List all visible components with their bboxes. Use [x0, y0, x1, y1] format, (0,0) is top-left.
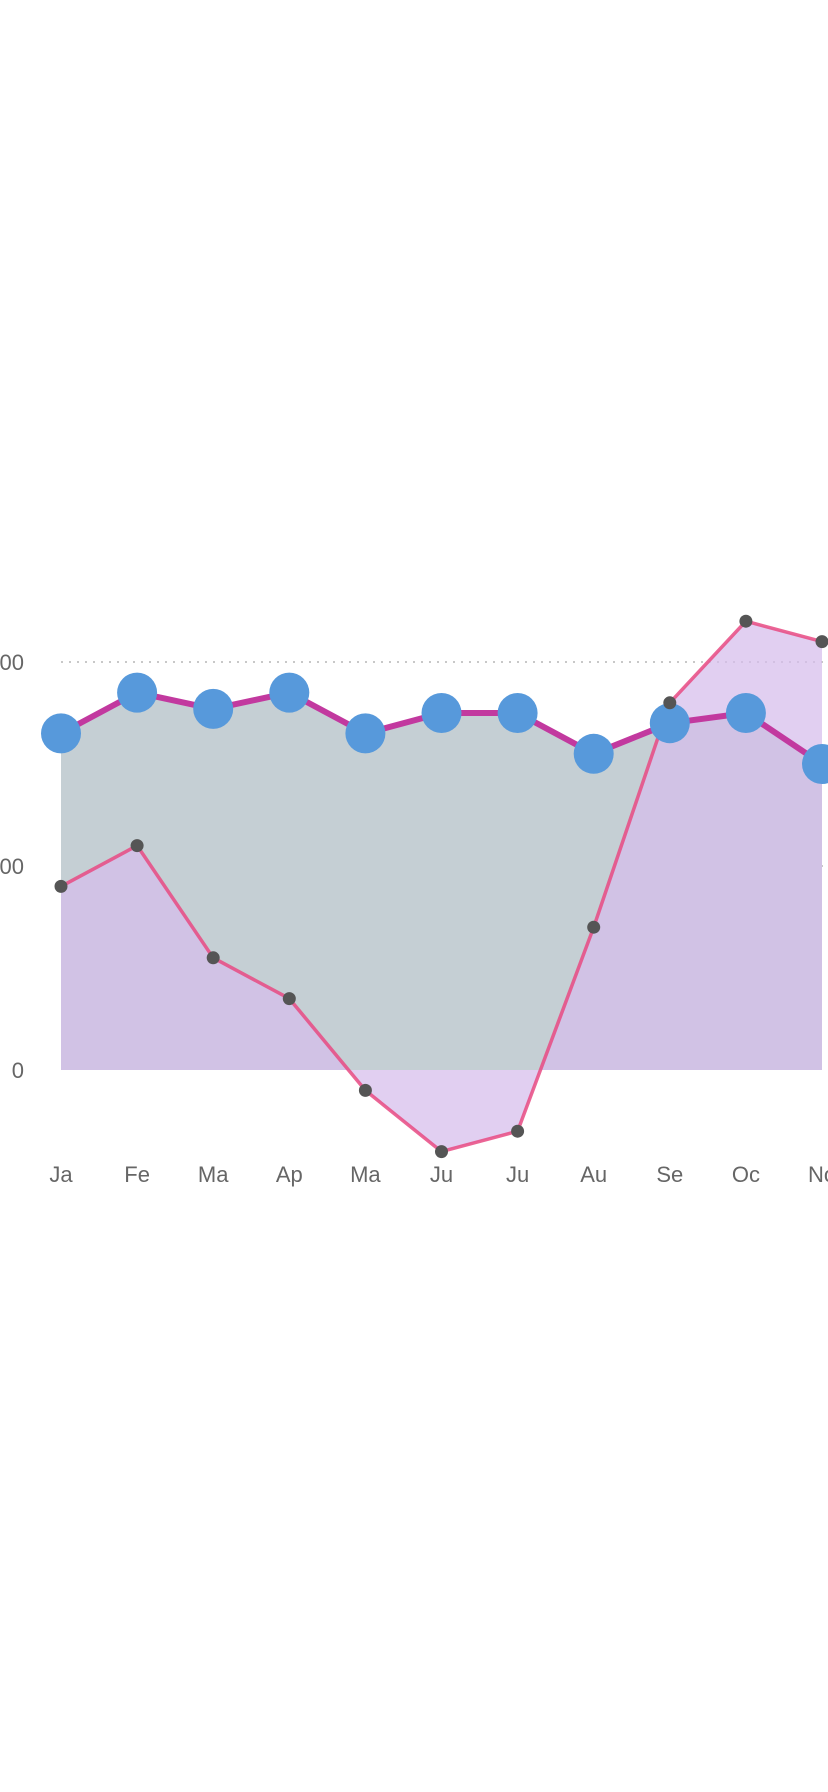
x-tick-label: Fe	[124, 1162, 150, 1187]
x-tick-label: Ma	[198, 1162, 229, 1187]
series-2-area	[61, 621, 822, 1152]
series-1-point	[497, 693, 538, 733]
series-markers	[41, 614, 828, 1159]
series-2-point	[54, 879, 68, 893]
series-2-point	[511, 1124, 525, 1138]
y-tick-label: 0	[12, 1058, 24, 1083]
series-2-point	[587, 920, 601, 934]
series-2-point	[663, 696, 677, 710]
series-1-point	[802, 744, 828, 784]
x-tick-label: Oc	[732, 1162, 760, 1187]
series-2-point	[206, 951, 220, 965]
series-2-point	[815, 635, 828, 649]
x-tick-label: No	[808, 1162, 828, 1187]
series-2-point	[739, 614, 753, 628]
series-1-point	[117, 672, 158, 713]
series-1-point	[345, 713, 386, 754]
x-tick-label: Au	[580, 1162, 607, 1187]
series-2-point	[435, 1145, 448, 1159]
x-tick-label: Ap	[276, 1162, 303, 1187]
y-tick-label: 00	[0, 854, 24, 879]
x-axis-ticks: Ja Fe Ma Ap Ma Ju Ju Au Se Oc No	[49, 1162, 828, 1187]
series-1-point	[725, 693, 766, 733]
series-2-point	[358, 1083, 372, 1097]
series-1-point	[421, 693, 462, 733]
series-1-point	[573, 733, 614, 774]
series-2-point	[282, 992, 296, 1006]
x-tick-label: Ju	[430, 1162, 453, 1187]
x-tick-label: Se	[656, 1162, 683, 1187]
series-2-point	[130, 839, 144, 853]
y-tick-label: 00	[0, 650, 24, 675]
x-tick-label: Ja	[49, 1162, 73, 1187]
x-tick-label: Ma	[350, 1162, 381, 1187]
x-tick-label: Ju	[506, 1162, 529, 1187]
series-1-point	[193, 688, 234, 729]
series-1-point	[269, 672, 310, 713]
series-1-point	[41, 713, 81, 754]
series-1-point	[649, 703, 690, 744]
series-areas	[61, 621, 822, 1152]
